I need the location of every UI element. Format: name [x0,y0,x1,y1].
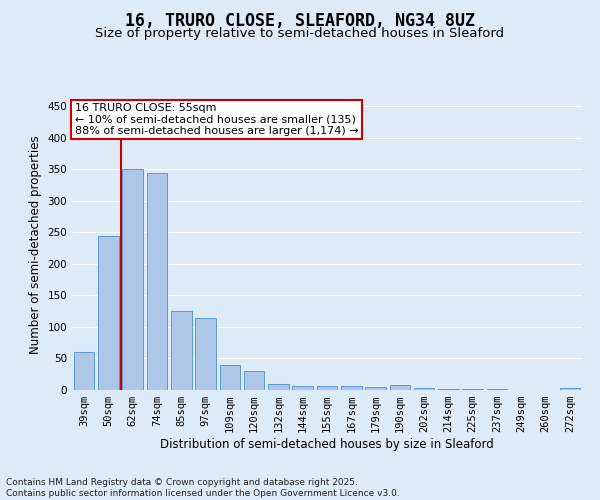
Bar [146,172,167,390]
X-axis label: Distribution of semi-detached houses by size in Sleaford: Distribution of semi-detached houses by … [160,438,494,451]
Bar [414,388,434,390]
Bar [317,386,337,390]
Text: Size of property relative to semi-detached houses in Sleaford: Size of property relative to semi-detach… [95,28,505,40]
Bar [244,371,265,390]
Bar [171,311,191,390]
Text: Contains HM Land Registry data © Crown copyright and database right 2025.
Contai: Contains HM Land Registry data © Crown c… [6,478,400,498]
Bar [268,384,289,390]
Y-axis label: Number of semi-detached properties: Number of semi-detached properties [29,136,42,354]
Bar [292,386,313,390]
Bar [560,388,580,390]
Text: 16, TRURO CLOSE, SLEAFORD, NG34 8UZ: 16, TRURO CLOSE, SLEAFORD, NG34 8UZ [125,12,475,30]
Bar [98,236,119,390]
Bar [389,385,410,390]
Text: 16 TRURO CLOSE: 55sqm
← 10% of semi-detached houses are smaller (135)
88% of sem: 16 TRURO CLOSE: 55sqm ← 10% of semi-deta… [74,103,358,136]
Bar [195,318,216,390]
Bar [341,386,362,390]
Bar [365,387,386,390]
Bar [220,365,240,390]
Bar [74,352,94,390]
Bar [122,170,143,390]
